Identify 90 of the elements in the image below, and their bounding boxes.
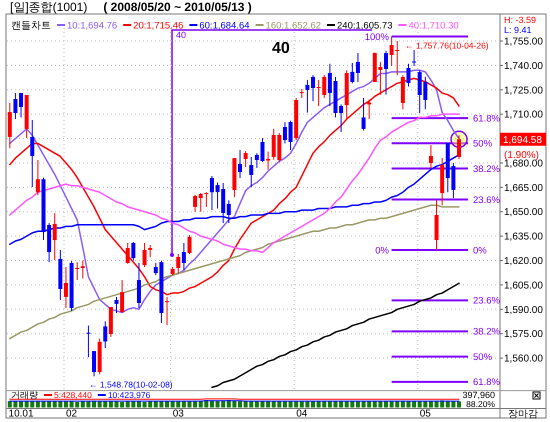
candlestick [120, 280, 124, 314]
candlestick [238, 149, 242, 179]
text: L: 9.41 [504, 25, 532, 35]
text: 38.2% [473, 326, 500, 338]
candlestick [142, 242, 147, 268]
text: 61.8% [473, 377, 500, 388]
candlestick [80, 260, 85, 279]
y-tick-label: 1,680.00 [504, 158, 544, 170]
candlestick [384, 50, 388, 96]
candlestick [412, 49, 416, 67]
chart-title: [일]종합(1001) [10, 0, 88, 14]
candlestick [64, 266, 68, 308]
candlestick [103, 320, 108, 348]
x-tick-label: 04 [296, 408, 308, 420]
line-series [211, 282, 460, 388]
candlestick [176, 254, 180, 274]
x-tick-label: 10.01 [8, 408, 34, 420]
candlestick [187, 234, 192, 255]
text: 50% [473, 138, 493, 150]
y-tick-label: 1,650.00 [504, 207, 544, 218]
text: 장마감 [508, 409, 538, 420]
candlestick [136, 262, 141, 308]
y-tick-label: 1,560.00 [504, 354, 544, 365]
candlestick [52, 212, 57, 261]
text: 23.6% [473, 296, 500, 307]
text: 0% [473, 245, 488, 256]
annotation: 100% [364, 32, 390, 43]
text: 88.20% [466, 399, 496, 409]
x-tick-label: 05 [420, 408, 432, 420]
candlestick [204, 192, 208, 208]
candlestick [266, 151, 270, 170]
text: 1,694.58 [503, 134, 542, 146]
candlestick [182, 242, 186, 270]
candlestick [75, 262, 80, 281]
candlestick [457, 134, 462, 160]
legend-label: 240:1,605.73 [337, 20, 393, 32]
candlestick [418, 70, 422, 114]
legend-label: 160:1,652.62 [266, 20, 322, 32]
candlestick [362, 98, 366, 131]
chart-subtitle: ( 2008/05/20 ~ 2010/05/13 ) [103, 0, 252, 14]
legend-label: 40:1,710.30 [408, 20, 459, 32]
text: 23.6% [473, 194, 500, 206]
candlestick [367, 99, 372, 120]
text: H: -3.59 [504, 15, 536, 25]
candlestick [114, 296, 118, 314]
annotation: 40 [272, 40, 290, 57]
annotation: 40 [176, 30, 186, 40]
candlestick [126, 242, 130, 264]
y-tick-label: 1,620.00 [504, 256, 544, 268]
legend-label: 5:428,440 [54, 390, 92, 400]
candlestick [148, 244, 152, 258]
y-tick-label: 1,755.00 [504, 36, 544, 48]
legend-label: 60:1,684.64 [199, 20, 250, 32]
legend-label: 10:1,694.76 [67, 20, 118, 32]
candlestick [423, 76, 428, 110]
legend-label: 20:1,715.46 [133, 20, 184, 32]
text: 397,960 [462, 390, 495, 400]
candlestick [272, 128, 276, 160]
legend-title: 캔들차트 [11, 20, 51, 32]
y-tick-label: 1,725.00 [504, 85, 544, 96]
annotation: 0% [375, 245, 390, 256]
line-series [9, 113, 460, 254]
text: 61.8% [473, 113, 500, 124]
candlestick [30, 120, 34, 188]
candlestick [249, 156, 254, 188]
candlestick [226, 200, 231, 224]
y-tick-label: 1,635.00 [504, 232, 544, 243]
y-tick-label: 1,710.00 [504, 110, 544, 121]
x-tick-label: 03 [172, 408, 184, 420]
y-tick-label: 1,575.00 [504, 329, 544, 340]
text: 50% [473, 352, 493, 363]
x-tick-label: 02 [66, 408, 78, 420]
candlestick [86, 325, 90, 358]
y-tick-label: 1,590.00 [504, 304, 544, 316]
legend-label: 10:423,976 [108, 390, 151, 400]
candlestick [131, 241, 136, 262]
candlestick [36, 160, 40, 196]
line-series [9, 204, 460, 340]
y-tick-label: 1,665.00 [504, 182, 544, 194]
candlestick [428, 144, 433, 168]
legend-title: 거래량 [11, 390, 38, 400]
candlestick [406, 63, 410, 88]
candlestick [244, 150, 248, 168]
annotation: ← 1,757.76(10-04-26) [405, 40, 489, 51]
text: 38.2% [473, 164, 500, 175]
text: (1.90%) [504, 150, 540, 161]
y-tick-label: 1,740.00 [504, 60, 544, 72]
y-tick-label: 1,605.00 [504, 280, 544, 292]
annotation: ← 1,548.78(10-02-08) [89, 379, 173, 390]
candlestick [92, 350, 96, 377]
